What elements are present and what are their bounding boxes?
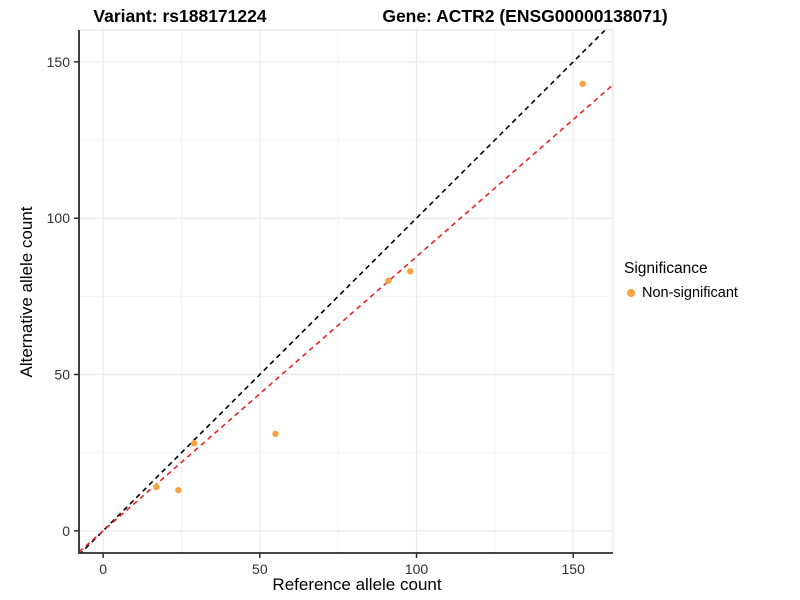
fit-line	[79, 84, 613, 553]
legend-point-marker-icon	[627, 289, 635, 297]
plot-title-gene: Gene: ACTR2 (ENSG00000138071)	[382, 6, 668, 26]
plot-title-variant: Variant: rs188171224	[93, 6, 267, 26]
data-point	[272, 430, 279, 438]
y-tick-label: 0	[62, 523, 70, 539]
x-tick-label: 100	[405, 561, 429, 577]
legend-title: Significance	[624, 260, 708, 277]
legend-item-non-significant: Non-significant	[624, 285, 738, 301]
y-tick-label: 150	[47, 54, 71, 70]
data-point	[175, 486, 182, 494]
panel-background	[79, 30, 613, 553]
data-point	[385, 277, 392, 284]
y-tick-label: 50	[54, 366, 70, 382]
x-tick-label: 50	[252, 561, 268, 577]
y-axis-title: Alternative allele count	[17, 206, 36, 378]
x-tick-label: 150	[562, 561, 586, 577]
x-axis-title: Reference allele count	[272, 575, 442, 594]
data-point	[153, 483, 160, 491]
axis-lines	[78, 30, 613, 554]
legend: Significance Non-significant	[624, 260, 738, 301]
reference-lines	[79, 30, 613, 553]
x-tick-label: 0	[99, 561, 107, 577]
data-point	[579, 80, 586, 87]
y-tick-label: 100	[47, 210, 71, 226]
data-point	[407, 268, 414, 275]
legend-item-label: Non-significant	[642, 285, 738, 301]
data-point	[190, 440, 198, 447]
